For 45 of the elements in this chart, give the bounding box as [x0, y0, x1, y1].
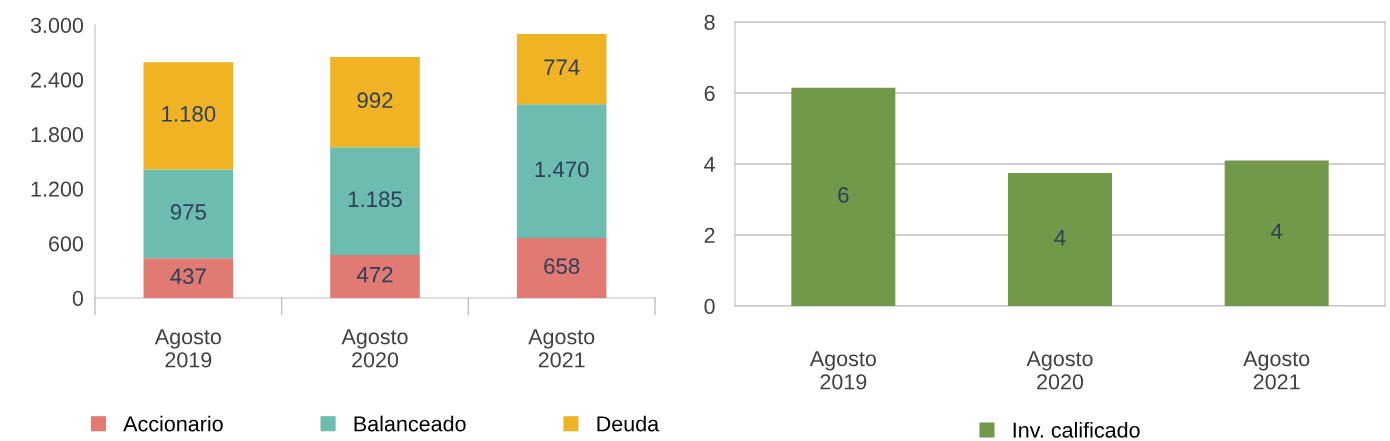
data-label: 658 [544, 258, 580, 275]
bar [143, 62, 234, 170]
bar [791, 87, 896, 306]
data-label: 437 [170, 268, 206, 285]
x-tick-label: Agosto 2020 [1026, 351, 1093, 390]
data-label: 6 [838, 187, 849, 203]
x-tick-label: Agosto 2019 [154, 329, 221, 368]
data-label: 1.185 [348, 191, 402, 208]
x-tick-label: Agosto 2021 [528, 329, 595, 368]
data-label: 4 [1271, 223, 1283, 239]
bar [330, 147, 420, 256]
legend-label: Accionario [123, 415, 223, 432]
y-tick-label: 0 [704, 298, 715, 315]
y-tick-label: 2 [704, 227, 715, 243]
legend-label: Balanceado [354, 415, 466, 432]
y-tick-label: 0 [72, 290, 84, 307]
data-label: 472 [356, 266, 393, 283]
data-label: 4 [1054, 229, 1066, 246]
bar [516, 33, 607, 105]
data-label: 975 [170, 204, 206, 220]
data-label: 1.470 [535, 161, 589, 178]
legend-label: Inv. calificado [1013, 421, 1140, 438]
y-tick-label: 1.800 [31, 126, 84, 143]
bar [330, 56, 420, 148]
x-tick-label: Agosto 2019 [809, 351, 876, 390]
data-label: 1.180 [162, 106, 216, 122]
data-label: 992 [357, 92, 393, 109]
data-label: 774 [544, 59, 580, 75]
x-tick-label: Agosto 2021 [1243, 351, 1310, 390]
bar [516, 238, 607, 298]
y-tick-label: 8 [704, 14, 715, 31]
y-tick-label: 1.200 [31, 181, 84, 197]
y-tick-label: 600 [49, 236, 84, 252]
bar [143, 169, 234, 259]
y-tick-label: 6 [704, 85, 715, 102]
y-tick-label: 4 [704, 156, 715, 172]
x-tick-label: Agosto 2020 [341, 329, 408, 368]
bar [1008, 172, 1112, 306]
y-tick-label: 2.400 [31, 72, 84, 88]
bar [1224, 160, 1329, 306]
bar [143, 258, 234, 298]
y-tick-label: 3.000 [30, 17, 84, 34]
legend-label: Deuda [597, 415, 660, 432]
bar [516, 104, 607, 239]
bar [330, 255, 420, 298]
